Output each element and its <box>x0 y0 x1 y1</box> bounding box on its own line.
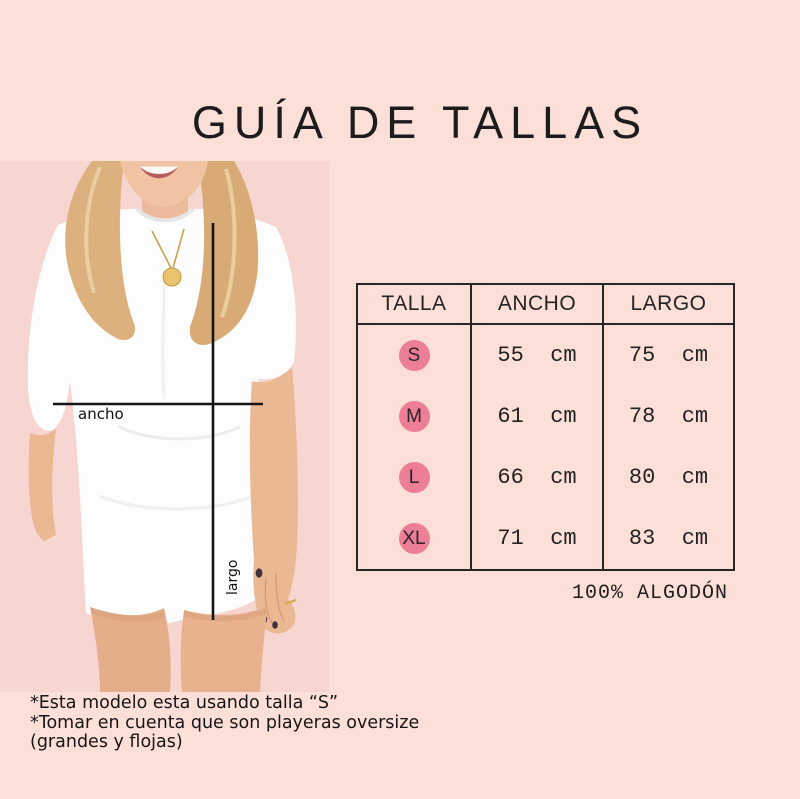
ancho-cell: 66 cm <box>470 447 602 508</box>
table-row-size-cell: M <box>358 386 470 447</box>
table-row-size-cell: L <box>358 447 470 508</box>
largo-cell: 83 cm <box>602 508 733 569</box>
finger-line <box>264 576 273 624</box>
largo-cell: 75 cm <box>602 325 733 386</box>
ancho-cell: 71 cm <box>470 508 602 569</box>
collar-band <box>135 207 195 223</box>
nail <box>272 621 278 629</box>
model-right-arm <box>249 367 298 634</box>
size-chart-table: TALLA ANCHO LARGO S 55 cm 75 cm M 61 cm … <box>356 283 735 571</box>
necklace-pendant <box>162 267 182 287</box>
size-badge-xl: XL <box>398 523 430 554</box>
width-measure-label: ancho <box>78 405 124 423</box>
shirt-fold <box>117 424 241 441</box>
length-measure-label: largo <box>225 560 241 595</box>
model-right-leg <box>180 606 268 692</box>
material-note: 100% ALGODÓN <box>571 582 729 605</box>
footnote-line-2: *Tomar en cuenta que son playeras oversi… <box>30 712 420 733</box>
footnotes: *Esta modelo esta usando talla “S” *Toma… <box>30 693 420 753</box>
column-header-ancho: ANCHO <box>470 285 602 325</box>
table-row-size-cell: XL <box>358 508 470 569</box>
leg-shadow <box>90 607 164 623</box>
shirt-fold <box>161 270 167 400</box>
ancho-cell: 55 cm <box>470 325 602 386</box>
model-left-leg <box>90 607 171 692</box>
size-badge-l: L <box>398 462 430 493</box>
column-header-largo: LARGO <box>602 285 733 325</box>
table-row-size-cell: S <box>358 325 470 386</box>
nail <box>255 568 263 578</box>
model-face <box>120 161 208 207</box>
gold-ring <box>284 598 297 606</box>
page-title: GUÍA DE TALLAS <box>191 97 649 148</box>
footnote-line-1: *Esta modelo esta usando talla “S” <box>30 693 339 713</box>
model-left-arm <box>28 429 56 541</box>
size-badge-m: M <box>398 401 430 432</box>
model-photo: ancho largo <box>0 161 329 692</box>
model-hair-left <box>65 161 136 341</box>
largo-cell: 80 cm <box>602 447 733 508</box>
footnote-line-3: (grandes y flojas) <box>30 732 183 752</box>
model-teeth <box>139 166 179 174</box>
column-header-talla: TALLA <box>358 285 470 325</box>
hair-highlight <box>84 166 102 294</box>
finger-line <box>275 572 285 622</box>
size-badge-s: S <box>398 340 430 371</box>
ancho-cell: 61 cm <box>470 386 602 447</box>
leg-shadow <box>184 606 268 622</box>
model-hair-right <box>189 161 259 346</box>
hair-highlight <box>220 168 237 318</box>
largo-cell: 78 cm <box>602 386 733 447</box>
necklace-chain <box>151 228 185 269</box>
shirt-fold <box>99 494 251 511</box>
